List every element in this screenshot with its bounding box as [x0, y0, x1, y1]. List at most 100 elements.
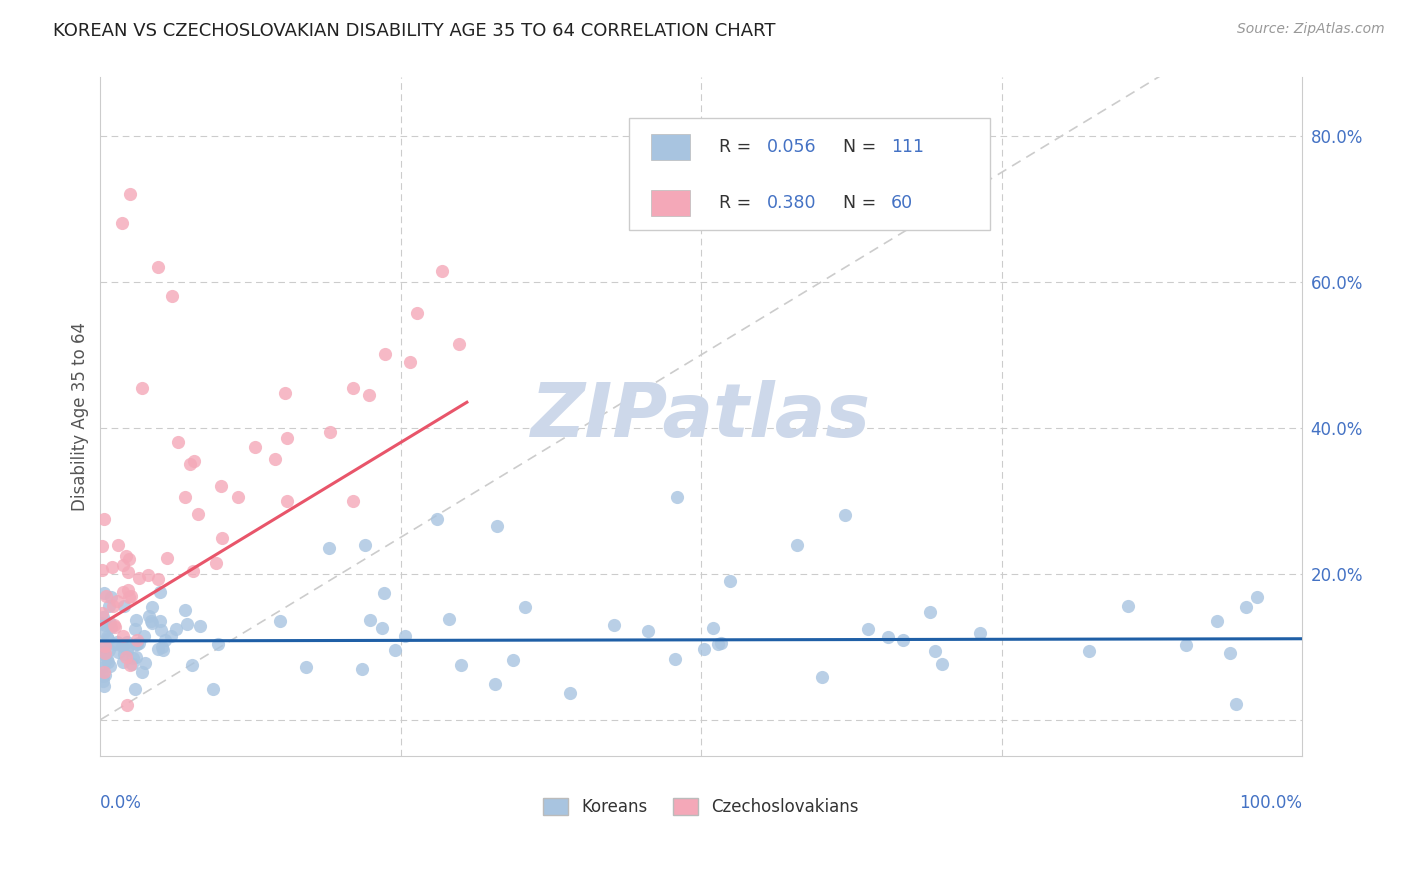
Point — [931, 657, 953, 671]
Point — [394, 629, 416, 643]
Point — [98, 659, 121, 673]
Point — [1078, 644, 1101, 658]
Text: Source: ZipAtlas.com: Source: ZipAtlas.com — [1237, 22, 1385, 37]
Point — [139, 614, 162, 628]
Point — [159, 629, 181, 643]
Point — [93, 679, 115, 693]
Point — [96, 630, 118, 644]
Point — [91, 642, 114, 657]
Point — [90, 645, 112, 659]
Point — [90, 616, 112, 631]
Point — [1225, 697, 1247, 711]
Point — [111, 639, 134, 653]
Point — [136, 567, 159, 582]
Point — [174, 490, 197, 504]
Point — [924, 643, 946, 657]
Point — [269, 615, 291, 629]
Point — [89, 660, 111, 674]
Legend: Koreans, Czechoslovakians: Koreans, Czechoslovakians — [537, 791, 866, 822]
Point — [100, 620, 122, 634]
Point — [118, 657, 141, 672]
Point — [146, 260, 169, 275]
Point — [141, 599, 163, 614]
Point — [637, 624, 659, 638]
Point — [1234, 599, 1257, 614]
Point — [276, 493, 298, 508]
Point — [125, 613, 148, 627]
Point — [131, 665, 153, 679]
Point — [91, 610, 114, 624]
Bar — [651, 190, 689, 216]
Point — [352, 662, 374, 676]
Point — [97, 632, 120, 646]
Point — [1116, 599, 1139, 613]
Point — [1219, 646, 1241, 660]
Point — [359, 613, 381, 627]
Point — [125, 632, 148, 647]
Point — [167, 435, 190, 450]
Point — [93, 511, 115, 525]
Point — [111, 216, 134, 230]
Point — [117, 635, 139, 649]
Point — [211, 531, 233, 545]
Point — [94, 589, 117, 603]
Point — [150, 640, 173, 654]
Text: N =: N = — [844, 137, 882, 156]
Point — [1206, 614, 1229, 628]
Point — [125, 637, 148, 651]
Text: 0.056: 0.056 — [768, 137, 817, 156]
Point — [162, 289, 184, 303]
Point — [100, 590, 122, 604]
Point — [98, 599, 121, 613]
Point — [666, 490, 689, 504]
Point — [121, 657, 143, 672]
Point — [96, 652, 118, 666]
Point — [183, 454, 205, 468]
Text: R =: R = — [720, 194, 756, 212]
Point — [94, 646, 117, 660]
Point — [450, 658, 472, 673]
Point — [93, 625, 115, 640]
Point — [112, 647, 135, 661]
Point — [93, 586, 115, 600]
Point — [128, 636, 150, 650]
Point — [398, 355, 420, 369]
Point — [94, 647, 117, 661]
Point — [91, 657, 114, 671]
Text: 100.0%: 100.0% — [1239, 794, 1302, 812]
Point — [856, 622, 879, 636]
Point — [118, 590, 141, 604]
Point — [105, 594, 128, 608]
Point — [204, 556, 226, 570]
Y-axis label: Disability Age 35 to 64: Disability Age 35 to 64 — [72, 322, 89, 511]
Point — [374, 347, 396, 361]
Point — [276, 431, 298, 445]
Point — [131, 381, 153, 395]
Point — [111, 629, 134, 643]
Point — [226, 491, 249, 505]
Point — [439, 612, 461, 626]
Point — [664, 651, 686, 665]
Point — [786, 538, 808, 552]
Point — [125, 637, 148, 651]
Point — [107, 645, 129, 659]
Point — [877, 630, 900, 644]
Point — [112, 584, 135, 599]
Point — [141, 615, 163, 630]
Point — [91, 539, 114, 553]
Point — [128, 571, 150, 585]
Point — [115, 643, 138, 657]
Point — [710, 636, 733, 650]
Point — [373, 586, 395, 600]
Point — [120, 589, 142, 603]
Point — [122, 650, 145, 665]
Point — [94, 639, 117, 653]
Point — [118, 552, 141, 566]
Point — [318, 541, 340, 556]
Point — [485, 519, 508, 533]
Point — [132, 629, 155, 643]
Point — [94, 618, 117, 632]
Point — [811, 671, 834, 685]
Point — [156, 550, 179, 565]
Point — [432, 264, 454, 278]
